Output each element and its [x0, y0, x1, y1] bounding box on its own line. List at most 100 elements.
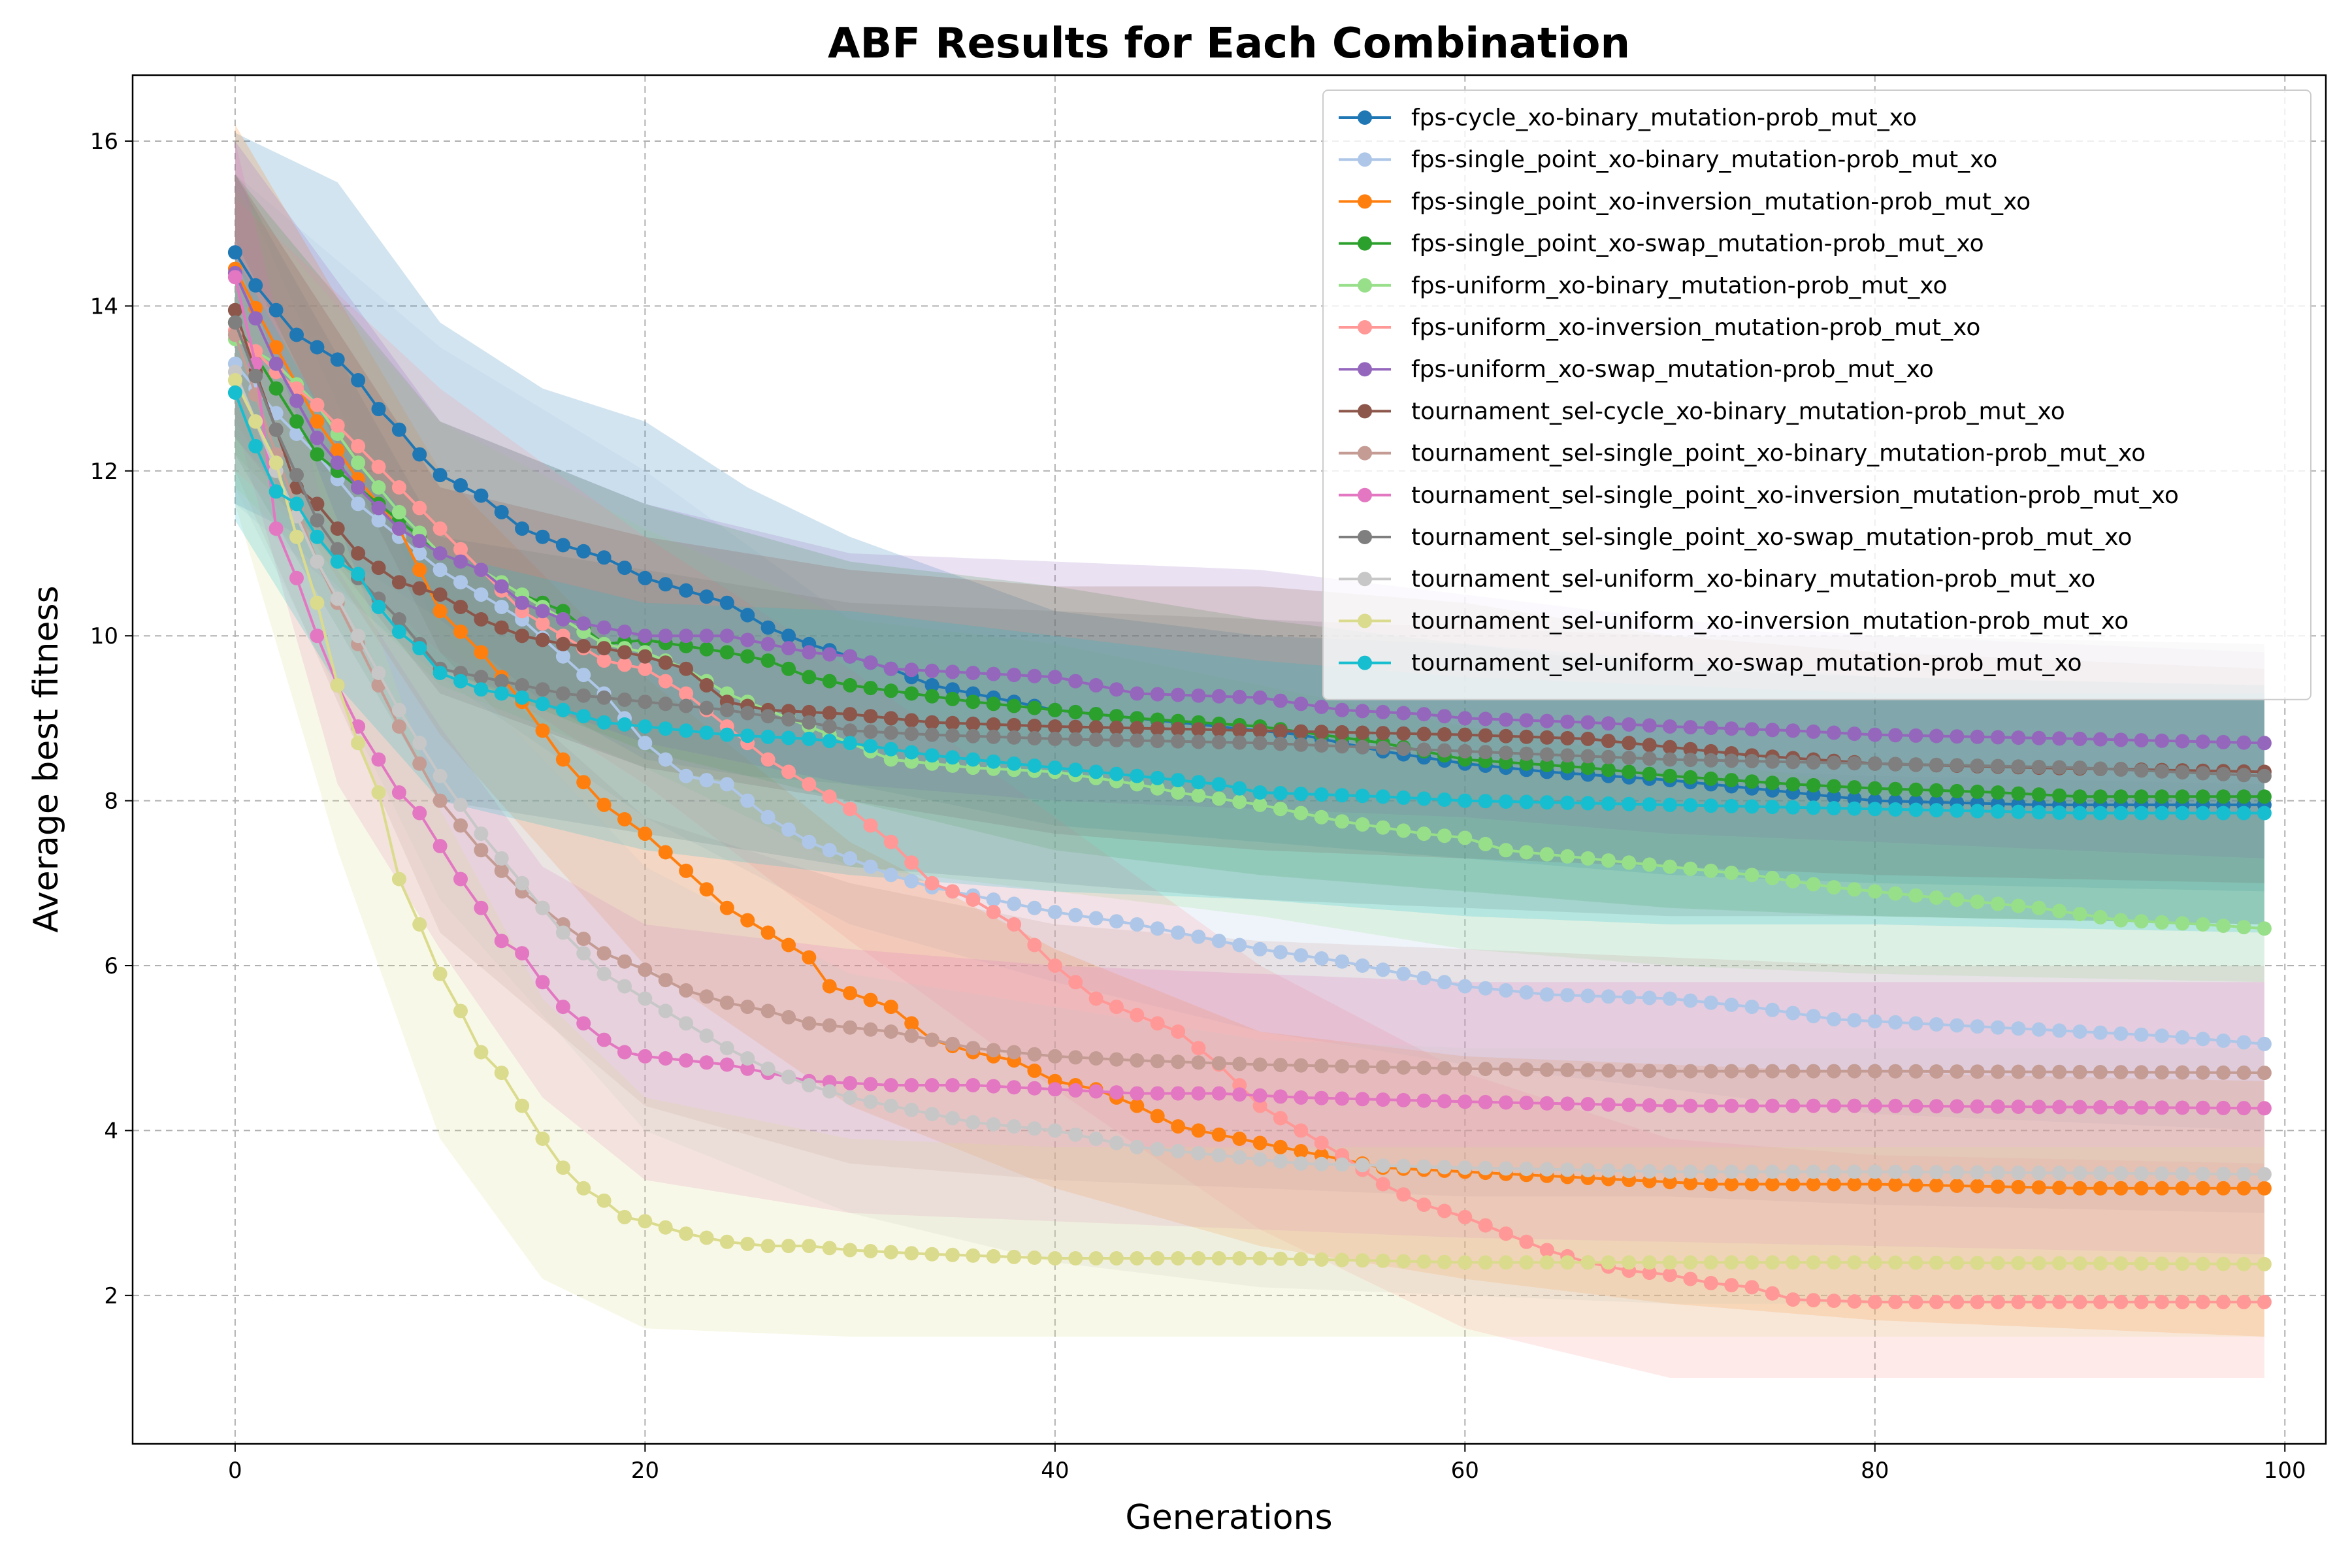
series-point	[1888, 728, 1903, 743]
series-point	[535, 682, 550, 697]
series-point	[1191, 688, 1206, 703]
series-point	[802, 670, 817, 685]
series-point	[1806, 1009, 1821, 1024]
series-point	[699, 882, 714, 897]
series-point	[1294, 1156, 1309, 1171]
series-point	[2072, 1256, 2087, 1271]
series-point	[227, 373, 242, 387]
series-point	[535, 632, 550, 647]
series-point	[1744, 774, 1759, 789]
series-point	[227, 270, 242, 285]
series-point	[2175, 1100, 2190, 1115]
legend-marker	[1358, 572, 1372, 587]
series-point	[453, 818, 468, 833]
series-point	[1683, 1064, 1698, 1079]
series-point	[904, 874, 919, 889]
series-point	[2216, 1256, 2231, 1271]
series-point	[474, 826, 489, 841]
series-point	[1642, 857, 1657, 872]
series-point	[494, 863, 509, 878]
series-point	[1519, 985, 1534, 1000]
series-point	[1375, 740, 1390, 755]
series-point	[2114, 1166, 2129, 1181]
series-point	[2195, 1294, 2210, 1309]
series-point	[883, 834, 898, 849]
series-point	[740, 1061, 755, 1076]
series-point	[2216, 1033, 2231, 1048]
series-point	[1171, 1086, 1186, 1101]
series-point	[1191, 722, 1206, 737]
series-point	[433, 521, 448, 536]
series-line	[234, 371, 2264, 1176]
series-point	[638, 629, 653, 644]
series-point	[1827, 1064, 1841, 1079]
series-point	[1252, 1152, 1267, 1167]
series-point	[1252, 736, 1267, 751]
series-point	[1355, 725, 1370, 740]
series-point	[269, 455, 284, 470]
series-point	[1622, 1098, 1637, 1113]
chart-title: ABF Results for Each Combination	[828, 20, 1630, 68]
series-point	[1047, 731, 1062, 746]
series-point	[2093, 806, 2108, 821]
legend-label: tournament_sel-single_point_xo-inversion…	[1411, 482, 2179, 509]
series-point	[1068, 1083, 1083, 1098]
series-point	[699, 642, 714, 657]
series-point	[1027, 1081, 1042, 1096]
series-point	[945, 750, 960, 765]
series-point	[1703, 771, 1718, 786]
series-point	[1991, 896, 2005, 911]
series-point	[1294, 806, 1309, 821]
series-point	[1232, 689, 1247, 704]
series-point	[1007, 917, 1022, 932]
series-point	[596, 946, 612, 961]
series-point	[1663, 1064, 1677, 1079]
series-point	[2052, 1166, 2067, 1181]
series-point	[1375, 1060, 1390, 1075]
series-point	[1929, 1064, 1944, 1079]
legend-marker	[1358, 236, 1372, 251]
series-point	[760, 709, 776, 724]
series-point	[1683, 993, 1698, 1008]
series-point	[1724, 773, 1739, 788]
series-point	[351, 480, 366, 495]
series-point	[1970, 1099, 1985, 1114]
series-point	[1150, 1016, 1165, 1031]
series-point	[433, 768, 448, 783]
legend-label: fps-uniform_xo-swap_mutation-prob_mut_xo	[1411, 356, 1934, 383]
series-point	[1519, 746, 1534, 761]
series-point	[330, 591, 345, 606]
series-point	[883, 1098, 898, 1113]
series-point	[1335, 954, 1350, 969]
series-point	[924, 1107, 939, 1122]
series-point	[883, 683, 898, 698]
series-point	[2011, 730, 2026, 745]
series-point	[1950, 892, 1965, 907]
series-point	[719, 629, 734, 644]
series-point	[330, 352, 345, 367]
series-line	[234, 380, 2264, 1266]
series-point	[1950, 758, 1965, 773]
series-point	[781, 730, 796, 745]
series-point	[248, 438, 263, 453]
series-point	[474, 645, 489, 660]
x-axis-label: Generations	[1125, 1498, 1332, 1537]
series-point	[945, 728, 960, 743]
series-point	[1806, 1255, 1821, 1270]
series-point	[494, 579, 509, 594]
series-point	[1560, 1096, 1575, 1111]
series-point	[289, 497, 304, 512]
series-point	[1499, 745, 1513, 760]
legend-label: tournament_sel-single_point_xo-binary_mu…	[1411, 440, 2146, 467]
series-point	[1252, 1098, 1267, 1113]
legend-label: tournament_sel-single_point_xo-swap_muta…	[1411, 524, 2132, 551]
series-point	[924, 678, 939, 693]
series-point	[1683, 861, 1698, 876]
series-point	[391, 872, 406, 887]
series-point	[1683, 753, 1698, 768]
series-point	[617, 693, 632, 707]
series-point	[863, 1077, 878, 1092]
series-point	[2195, 1032, 2210, 1047]
series-point	[1314, 700, 1329, 714]
series-point	[1232, 781, 1247, 796]
